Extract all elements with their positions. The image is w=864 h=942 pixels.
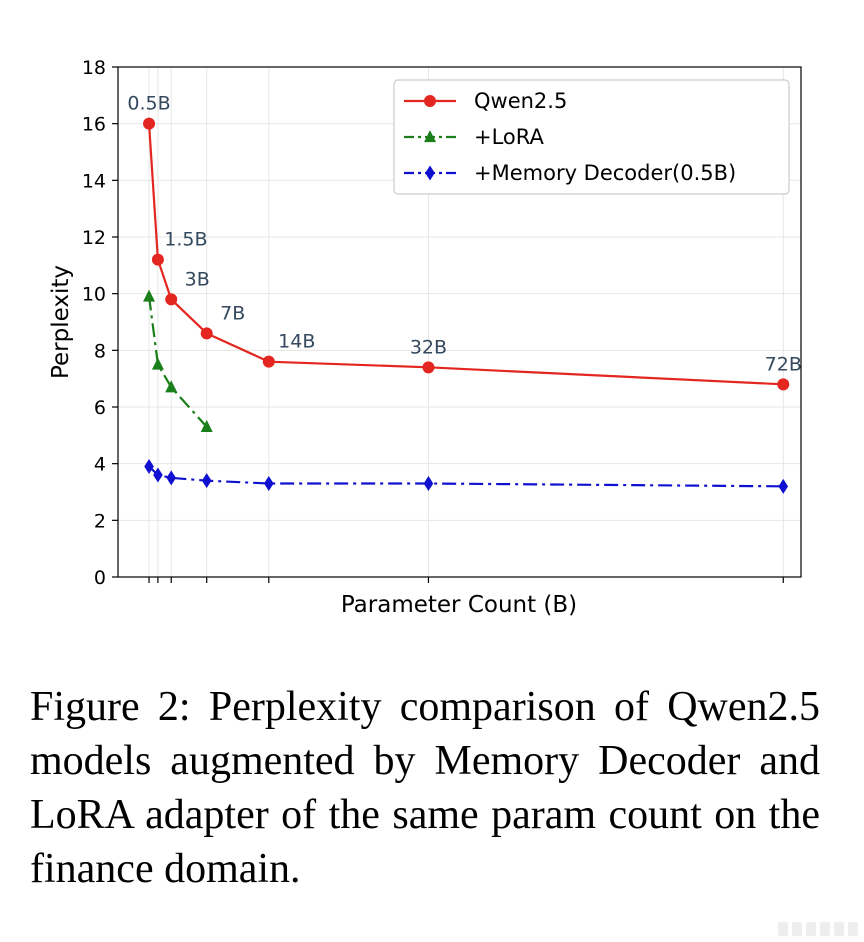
data-point [200, 327, 213, 340]
series-line [148, 465, 784, 488]
point-label: 0.5B [127, 93, 170, 115]
series-2 [143, 289, 213, 433]
series-line [147, 296, 208, 428]
data-point [262, 355, 275, 368]
legend-entry: +LoRA [404, 125, 545, 149]
data-point [423, 476, 434, 491]
data-point [151, 253, 164, 266]
x-axis-label: Parameter Count (B) [341, 592, 577, 618]
y-tick-label: 14 [82, 170, 106, 192]
y-tick-label: 10 [82, 284, 106, 306]
data-point [151, 357, 164, 370]
y-tick-label: 4 [94, 454, 106, 476]
data-point [165, 293, 178, 306]
series-layer [143, 117, 790, 494]
chart: 0 2 4 6 8 10 12 14 16 18 0.5B 1.5B 3B 7B 14B 32B 72B Pa… [48, 57, 802, 618]
series-3 [144, 459, 789, 494]
point-labels: 0.5B 1.5B 3B 7B 14B 32B 72B [127, 93, 801, 376]
legend-label: Qwen2.5 [474, 89, 567, 113]
legend-marker [425, 165, 435, 181]
legend-marker [424, 95, 436, 107]
x-axis [148, 577, 784, 583]
y-tick-label: 18 [82, 57, 106, 79]
legend: Qwen2.5 +LoRA +Memory Decoder(0.5B) [393, 79, 790, 195]
legend-marker [424, 130, 436, 143]
legend-label: +Memory Decoder(0.5B) [474, 161, 736, 185]
y-axis: 0 2 4 6 8 10 12 14 16 18 [82, 57, 118, 589]
grid [118, 66, 801, 578]
series-1 [143, 117, 790, 391]
figure-caption: Figure 2: Perplexity comparison of Qwen2… [30, 684, 820, 892]
y-tick-label: 6 [94, 397, 106, 419]
data-point [200, 419, 213, 433]
data-point [263, 476, 274, 491]
legend-entry: Qwen2.5 [404, 89, 567, 113]
point-label: 1.5B [164, 229, 207, 251]
data-point [153, 467, 163, 483]
point-label: 3B [185, 268, 210, 290]
y-tick-label: 8 [94, 340, 106, 362]
y-tick-label: 2 [94, 510, 106, 532]
legend-box [393, 79, 790, 195]
legend-label: +LoRA [474, 125, 545, 149]
point-label: 72B [765, 353, 802, 375]
data-point [143, 117, 156, 130]
y-tick-label: 16 [82, 114, 106, 136]
data-point [422, 361, 435, 374]
data-point [166, 470, 177, 486]
y-tick-label: 0 [94, 567, 106, 589]
data-point [778, 478, 789, 494]
data-point [201, 473, 212, 489]
plot-frame [117, 66, 802, 578]
legend-entry: +Memory Decoder(0.5B) [404, 161, 736, 185]
point-label: 14B [278, 331, 315, 353]
watermark [778, 922, 858, 936]
data-point [144, 459, 154, 474]
data-point [777, 378, 790, 391]
y-axis-label: Perplexity [48, 265, 74, 379]
point-label: 7B [220, 302, 245, 324]
data-point [143, 289, 156, 302]
data-point [165, 380, 178, 393]
point-label: 32B [410, 336, 447, 358]
y-tick-label: 12 [82, 227, 106, 249]
